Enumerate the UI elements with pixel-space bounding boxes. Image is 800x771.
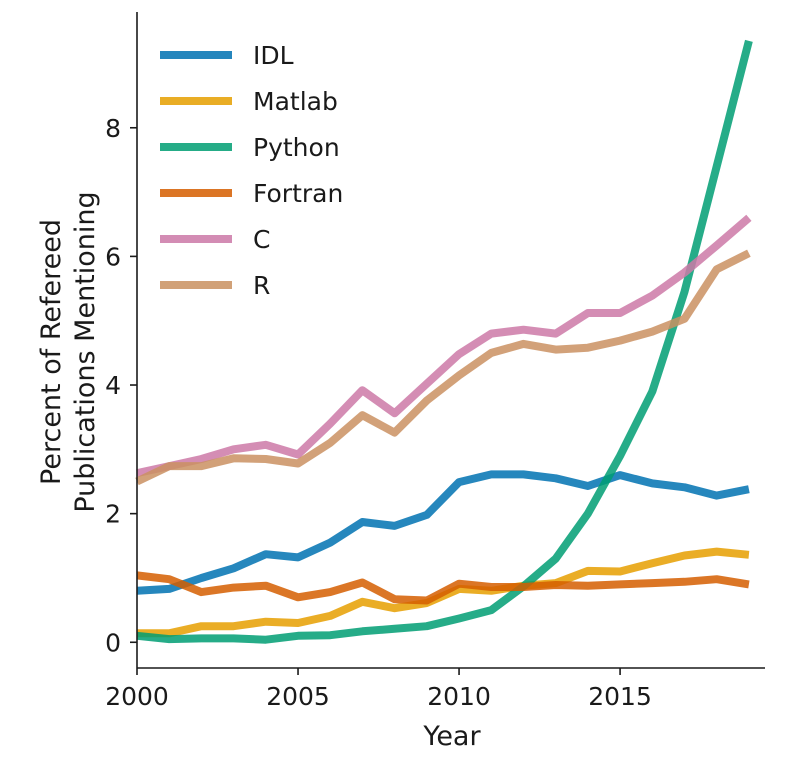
- axes: [136, 12, 765, 669]
- x-tick-label: 2010: [427, 682, 491, 711]
- series-line-fortran: [136, 571, 750, 605]
- legend-label-matlab: Matlab: [253, 87, 338, 116]
- y-axis-title-line-1: Percent of Refereed: [36, 219, 67, 485]
- x-tick-label: 2000: [105, 682, 169, 711]
- series-lines: [135, 39, 753, 644]
- y-tick-label: 2: [105, 500, 121, 529]
- legend: IDL Matlab Python Fortran CR: [160, 41, 343, 300]
- legend-label-c: C: [253, 225, 270, 254]
- y-axis-title-line-2: Publications Mentioning: [70, 191, 101, 512]
- y-tick-label: 4: [105, 371, 121, 400]
- ticks: 2000 2005 2010 2015 0 2 4 6 8: [105, 114, 652, 711]
- y-tick-label: 8: [105, 114, 121, 143]
- x-axis-title: Year: [422, 721, 481, 752]
- x-tick-label: 2005: [266, 682, 330, 711]
- series-line-c: [136, 214, 752, 478]
- x-tick-label: 2015: [588, 682, 652, 711]
- legend-label-r: R: [253, 271, 270, 300]
- legend-label-python: Python: [253, 133, 340, 162]
- series-line-python: [136, 39, 753, 644]
- y-tick-label: 6: [105, 242, 121, 271]
- series-line-idl: [136, 470, 750, 595]
- legend-label-idl: IDL: [253, 41, 294, 70]
- y-axis-title: Percent of Refereed Publications Mention…: [36, 191, 101, 512]
- series-line-r: [135, 249, 751, 486]
- y-tick-label: 0: [105, 628, 121, 657]
- legend-label-fortran: Fortran: [253, 179, 343, 208]
